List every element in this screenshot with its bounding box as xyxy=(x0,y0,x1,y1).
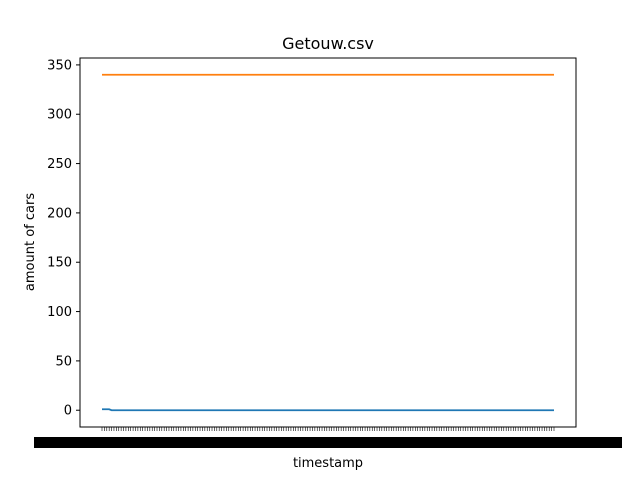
plot-frame xyxy=(79,57,577,428)
y-tick-label: 200 xyxy=(47,206,72,221)
series-layer xyxy=(102,73,554,412)
y-tick-label: 100 xyxy=(47,305,72,320)
y-axis-label: amount of cars xyxy=(23,193,38,291)
y-tick-label: 350 xyxy=(47,58,72,73)
y-tick-label: 150 xyxy=(47,256,72,271)
x-tick-labels-overlap xyxy=(34,437,622,448)
y-tick-label: 250 xyxy=(47,157,72,172)
y-tick-label: 50 xyxy=(55,354,72,369)
y-axis: 0 50 100 150 200 250 300 350 xyxy=(47,58,80,419)
x-axis-label: timestamp xyxy=(293,456,363,471)
y-tick-label: 300 xyxy=(47,108,72,123)
x-axis xyxy=(34,427,622,448)
y-tick-label: 0 xyxy=(64,404,72,419)
chart-title: Getouw.csv xyxy=(282,34,374,53)
series-line-1 xyxy=(102,408,554,412)
